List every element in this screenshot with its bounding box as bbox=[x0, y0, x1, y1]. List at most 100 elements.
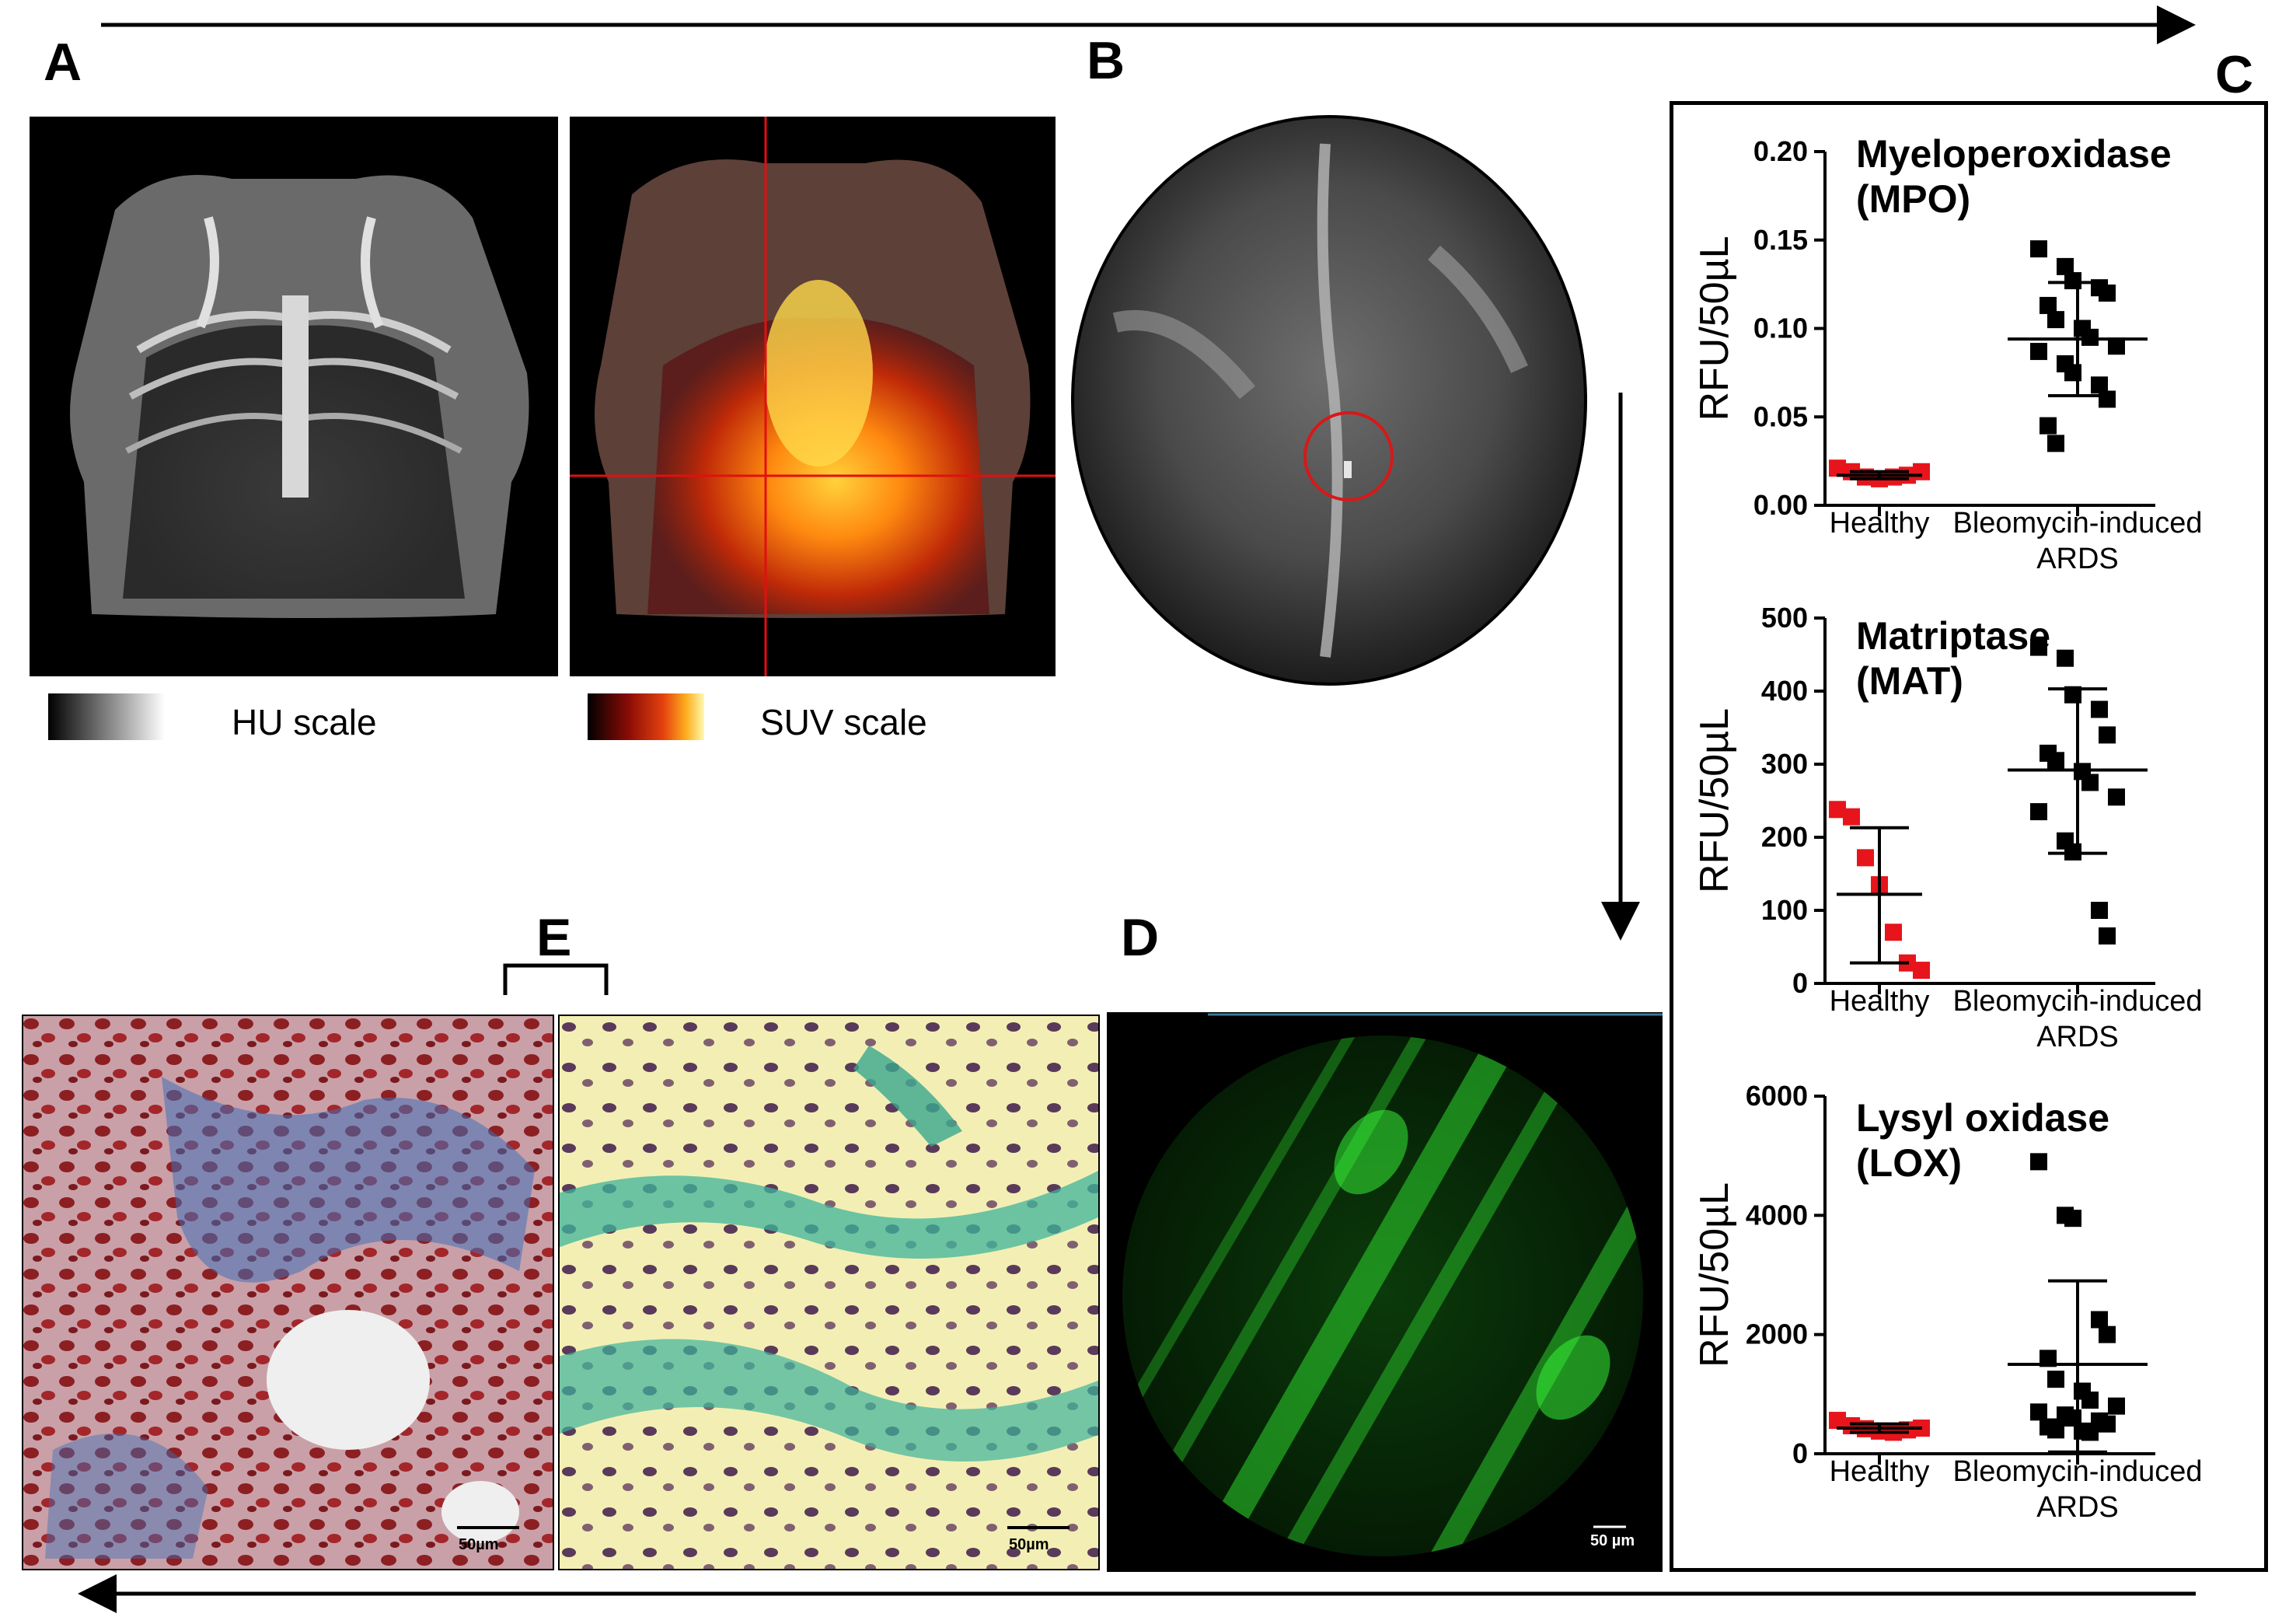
panel-label-b: B bbox=[1087, 31, 1125, 90]
mat-chart: 0 100 200 300 400 500 RFU/50µL Matriptase(MAT) H… bbox=[1692, 602, 2203, 1053]
data-point bbox=[1829, 459, 1846, 477]
data-point bbox=[2047, 1421, 2064, 1439]
chart-title: Matriptase bbox=[1856, 614, 2050, 658]
data-point bbox=[2091, 1311, 2108, 1329]
y-axis-label: RFU/50µL bbox=[1692, 236, 1737, 421]
data-point bbox=[2081, 774, 2099, 791]
data-point bbox=[2064, 1210, 2081, 1228]
data-point bbox=[2081, 1392, 2099, 1409]
data-point bbox=[1913, 463, 1930, 480]
data-point bbox=[2047, 1371, 2064, 1388]
data-point bbox=[2099, 1325, 2116, 1343]
y-tick-label: 100 bbox=[1761, 894, 1808, 926]
chart-title: (MAT) bbox=[1856, 659, 1963, 703]
data-point bbox=[1843, 1416, 1860, 1434]
data-point bbox=[2047, 435, 2064, 452]
data-point bbox=[2030, 1153, 2047, 1171]
y-axis-label: RFU/50µL bbox=[1692, 708, 1737, 893]
x-category-label: Bleomycin-induced bbox=[1952, 507, 2202, 540]
data-point bbox=[2108, 788, 2125, 806]
y-tick-label: 4000 bbox=[1746, 1199, 1808, 1231]
panel-label-c: C bbox=[2215, 45, 2254, 104]
data-point bbox=[2030, 803, 2047, 821]
trichrome-histology-image: 50µm bbox=[22, 1015, 554, 1570]
x-category-label: Healthy bbox=[1830, 507, 1930, 540]
panel-label-d: D bbox=[1121, 908, 1160, 967]
xray-image bbox=[1071, 115, 1587, 686]
chart-title: Myeloperoxidase bbox=[1856, 132, 2172, 176]
y-tick-label: 0.05 bbox=[1753, 400, 1808, 432]
pet-ct-image bbox=[570, 117, 1056, 676]
chart-title: Lysyl oxidase bbox=[1856, 1096, 2109, 1140]
data-point bbox=[1913, 962, 1930, 980]
x-category-label: Healthy bbox=[1830, 985, 1930, 1018]
y-tick-label: 0.20 bbox=[1753, 135, 1808, 167]
y-tick-label: 0 bbox=[1792, 1437, 1808, 1469]
data-point bbox=[2099, 285, 2116, 302]
suv-scale-gradient bbox=[588, 693, 704, 740]
suv-scale-label: SUV scale bbox=[760, 702, 927, 742]
data-point bbox=[2081, 328, 2099, 346]
y-tick-label: 0 bbox=[1792, 967, 1808, 999]
data-point bbox=[2081, 1423, 2099, 1441]
data-point bbox=[2091, 376, 2108, 394]
data-point bbox=[2047, 752, 2064, 770]
y-axis-label: RFU/50µL bbox=[1692, 1182, 1737, 1367]
data-point bbox=[2057, 257, 2074, 275]
y-tick-label: 0.15 bbox=[1753, 224, 1808, 256]
mpo-chart: 0.00 0.05 0.10 0.15 0.20 RFU/50µL Myeloperoxid… bbox=[1692, 132, 2203, 575]
data-point bbox=[1843, 808, 1860, 826]
lox-chart: 0 2000 4000 6000 RFU/50µL Lysyl oxidase(LOX) H… bbox=[1692, 1080, 2203, 1524]
data-point bbox=[2040, 296, 2057, 314]
data-point bbox=[2030, 1403, 2047, 1421]
x-category-label: Bleomycin-induced bbox=[1952, 985, 2202, 1018]
data-point bbox=[2040, 417, 2057, 435]
data-point bbox=[1829, 801, 1846, 819]
y-tick-label: 200 bbox=[1761, 821, 1808, 853]
data-point bbox=[2030, 343, 2047, 361]
data-point bbox=[2030, 638, 2047, 656]
chart-title: (MPO) bbox=[1856, 177, 1970, 221]
data-point bbox=[2108, 337, 2125, 355]
x-category-label: ARDS bbox=[2036, 1021, 2119, 1053]
hu-scale-gradient bbox=[48, 693, 165, 740]
x-category-label: Healthy bbox=[1830, 1455, 1930, 1488]
hu-scale-label: HU scale bbox=[232, 702, 377, 742]
y-tick-label: 500 bbox=[1761, 602, 1808, 634]
y-tick-label: 2000 bbox=[1746, 1318, 1808, 1350]
y-tick-label: 0.00 bbox=[1753, 489, 1808, 521]
x-category-label: ARDS bbox=[2036, 1491, 2119, 1524]
y-tick-label: 400 bbox=[1761, 675, 1808, 707]
panel-label-e: E bbox=[536, 908, 572, 967]
ct-image bbox=[30, 117, 558, 676]
y-tick-label: 6000 bbox=[1746, 1080, 1808, 1112]
panel-label-a: A bbox=[44, 33, 82, 92]
scalebar-d-label: 50 µm bbox=[1590, 1532, 1635, 1549]
data-point bbox=[2030, 240, 2047, 258]
data-point bbox=[2047, 311, 2064, 329]
data-point bbox=[1899, 1421, 1916, 1439]
e-bracket bbox=[503, 963, 609, 995]
x-category-label: Bleomycin-induced bbox=[1952, 1455, 2202, 1488]
data-point bbox=[2108, 1397, 2125, 1415]
data-point bbox=[2091, 902, 2108, 919]
data-point bbox=[1857, 849, 1874, 867]
y-tick-label: 0.10 bbox=[1753, 313, 1808, 344]
y-tick-label: 300 bbox=[1761, 748, 1808, 780]
pentachrome-histology-image: 50µm bbox=[558, 1015, 1100, 1570]
data-point bbox=[2099, 927, 2116, 945]
x-category-label: ARDS bbox=[2036, 543, 2119, 575]
data-point bbox=[2099, 1415, 2116, 1433]
data-point bbox=[2040, 1350, 2057, 1367]
data-point bbox=[1885, 924, 1902, 941]
data-point bbox=[2099, 726, 2116, 744]
confocal-endomicroscopy-image: 50 µm bbox=[1107, 1012, 1663, 1572]
scalebar-e-right-label: 50µm bbox=[1009, 1536, 1049, 1553]
chart-title: (LOX) bbox=[1856, 1141, 1962, 1185]
data-point bbox=[2099, 390, 2116, 408]
data-point bbox=[1829, 1412, 1846, 1430]
panel-c-frame bbox=[1670, 101, 2268, 1572]
scalebar-e-left-label: 50µm bbox=[459, 1536, 499, 1553]
data-point bbox=[2091, 700, 2108, 718]
